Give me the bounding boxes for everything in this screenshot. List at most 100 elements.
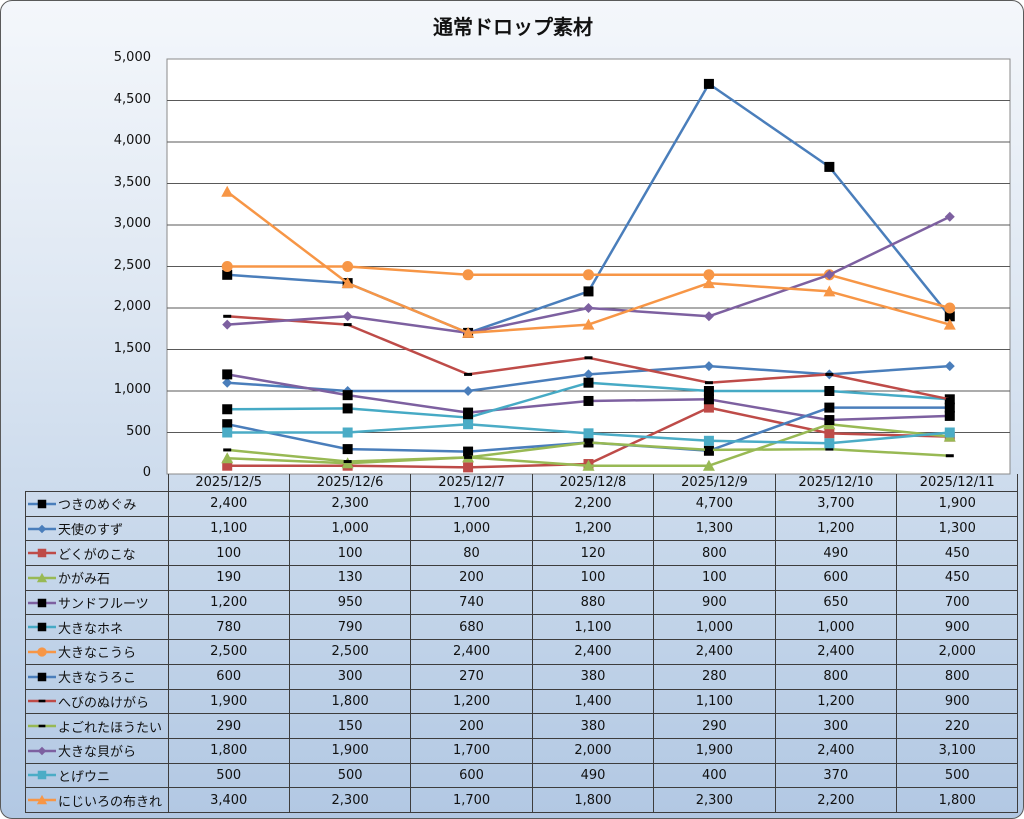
legend-key-icon [28,597,56,609]
data-point [824,269,835,280]
data-point [222,319,233,330]
data-point [583,369,594,380]
data-label: 2,300 [653,787,776,813]
data-label: 1,800 [167,737,290,764]
data-label: 1,200 [410,688,533,715]
legend-key-icon [28,671,56,683]
data-label: 450 [896,565,1019,591]
data-point [584,356,593,360]
data-label: 500 [288,762,412,789]
data-point [825,447,834,451]
data-point [583,286,594,297]
data-point [342,261,354,272]
data-point [222,460,233,471]
data-label: 150 [288,713,412,739]
data-point [824,161,835,172]
data-point [704,448,713,452]
data-point [342,311,353,322]
data-point [944,427,955,438]
legend-key-marker [37,548,47,558]
table-row: 大きなこうら 2,500 2,500 2,400 2,400 2,400 2,400 2,00… [25,639,1019,665]
data-point [463,419,474,430]
data-label: 190 [167,565,290,591]
data-label: 1,200 [774,515,898,542]
data-point [703,394,714,405]
table-header-row: 2025/12/5 2025/12/6 2025/12/7 2025/12/8 2025… [25,474,1019,492]
legend-key-marker [38,700,46,703]
data-point [222,377,233,388]
data-point [221,185,234,197]
data-point [463,412,474,423]
data-label: 2,000 [896,639,1019,665]
data-label: 1,400 [531,688,655,715]
legend-label: サンドフルーツ [58,597,149,613]
legend-label: 大きな貝がら [58,745,137,761]
data-label: 450 [896,540,1019,567]
y-tick-label: 1,500 [113,340,151,356]
data-point [583,428,594,439]
data-label: 1,200 [531,515,655,542]
data-label: 1,900 [288,737,412,764]
data-label: 200 [410,565,533,591]
table-corner [25,474,169,492]
data-label: 1,700 [410,491,533,517]
series-11 [222,419,955,449]
data-label: 280 [653,663,776,690]
data-label: 950 [288,589,412,616]
data-point [463,446,474,457]
data-point [703,78,714,89]
legend-label: 大きなホネ [58,621,124,637]
data-point [464,372,473,376]
data-label: 200 [410,713,533,739]
data-label: 2,000 [531,737,655,764]
data-label: 3,400 [167,787,290,813]
data-label: 2,500 [167,639,290,665]
data-label: 2,500 [288,639,412,665]
data-label: 1,800 [531,787,655,813]
x-category-label: 2025/12/7 [410,474,533,492]
data-label: 300 [288,663,412,690]
data-point [343,460,352,464]
data-point [342,403,353,414]
series-9 [223,440,954,464]
data-point [703,311,714,322]
data-point [223,448,232,452]
data-point [944,361,955,372]
legend-key-marker [37,499,47,509]
data-point [824,428,835,439]
data-point [222,427,233,438]
legend-entry: 大きなうろこ [25,663,169,690]
data-point [944,211,955,222]
series-8 [223,314,954,401]
data-point [583,377,594,388]
table-row: へびのぬけがら 1,900 1,800 1,200 1,400 1,100 1,200 900 [25,688,1019,715]
y-tick-label: 2,500 [113,257,151,273]
data-label: 800 [896,663,1019,690]
data-point [703,386,714,396]
legend-entry: 天使のすず [25,515,169,542]
legend-key-icon [28,794,56,806]
data-point [945,454,954,458]
legend-key-marker [38,724,46,728]
legend-label: つきのめぐみ [58,498,137,514]
data-point [341,277,354,289]
data-label: 680 [410,614,533,641]
table-row: どくがのこな 100 100 80 120 800 490 450 [25,540,1019,567]
legend-key-icon [28,720,56,732]
data-point [222,404,233,415]
data-point [222,269,233,280]
x-category-label: 2025/12/10 [774,474,898,492]
data-point [222,369,233,380]
data-point [703,361,714,372]
data-point [463,386,474,396]
data-point [704,381,713,385]
data-label: 400 [653,762,776,789]
table-row: とげウニ 500 500 600 490 400 370 500 [25,762,1019,789]
table-row: 大きなホネ 780 790 680 1,100 1,000 1,000 900 [25,614,1019,641]
legend-entry: にじいろの布きれ [25,787,169,813]
data-label: 130 [288,565,412,591]
data-point [221,261,233,272]
data-point [703,269,715,281]
data-label: 800 [774,663,898,690]
data-point [462,269,474,281]
